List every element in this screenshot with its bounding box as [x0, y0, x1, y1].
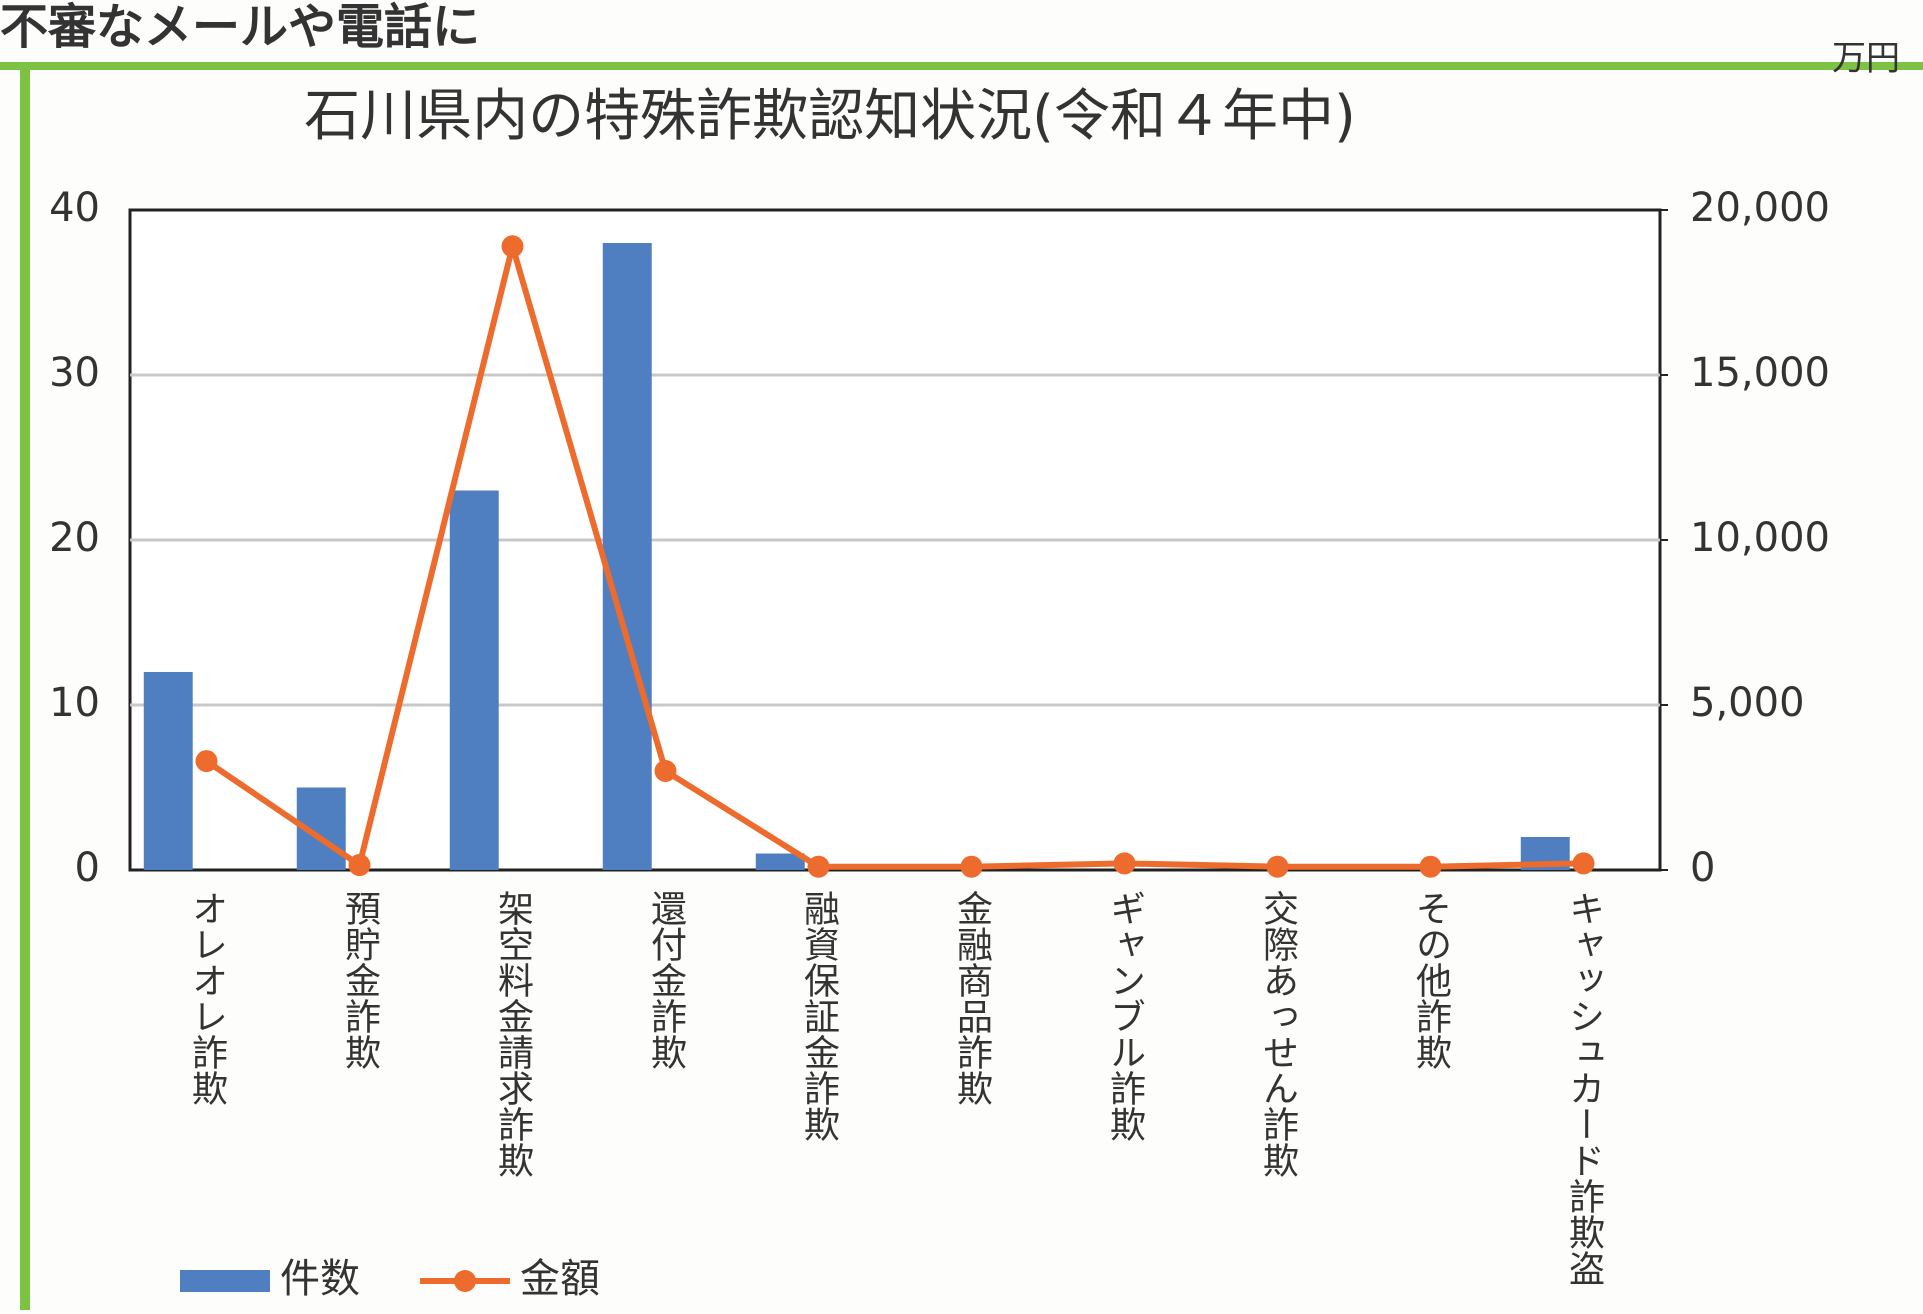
line-marker [1267, 856, 1289, 878]
legend-swatch [454, 1270, 476, 1292]
x-tick-label: 交際あっせん詐欺 [1257, 890, 1298, 1178]
x-tick-label: 還付金詐欺 [645, 890, 686, 1070]
x-tick-label: キャッシュカード詐欺盗 [1563, 890, 1604, 1286]
x-tick-label: 預貯金詐欺 [339, 890, 380, 1070]
y2-tick-label: 20,000 [1690, 185, 1830, 231]
header-rule [0, 62, 1923, 70]
y-tick-label: 10 [49, 680, 100, 726]
legend-swatch [180, 1270, 270, 1292]
line-marker [808, 856, 830, 878]
x-tick-label: オレオレ詐欺 [186, 890, 227, 1106]
bar [603, 243, 652, 870]
x-tick-label: 架空料金請求詐欺 [492, 890, 533, 1178]
y-tick-label: 0 [75, 845, 100, 891]
y-tick-label: 40 [49, 185, 100, 231]
line-marker [349, 854, 371, 876]
y-tick-label: 30 [49, 350, 100, 396]
y2-tick-label: 0 [1690, 845, 1715, 891]
x-tick-label: 融資保証金詐欺 [798, 890, 840, 1142]
header-text: 不審なメールや電話に [0, 0, 480, 55]
y2-tick-label: 10,000 [1690, 515, 1830, 561]
bar [450, 491, 499, 871]
page: {"header": "不審なメールや電話に", "chart_data": {… [0, 0, 1923, 1310]
y2-unit: 万円 [1832, 39, 1900, 79]
y-tick-label: 20 [49, 515, 100, 561]
x-tick-label: ギャンブル詐欺 [1104, 890, 1145, 1142]
chart: 不審なメールや電話に 石川県内の特殊詐欺認知状況(令和４年中) 万円 0 10 20… [0, 0, 1923, 1310]
line-marker [196, 750, 218, 772]
line-marker [1573, 852, 1595, 874]
line-marker [961, 856, 983, 878]
y2-tick-label: 15,000 [1690, 350, 1830, 396]
legend-label: 金額 [520, 1256, 600, 1302]
bar [144, 672, 193, 870]
x-tick-label: その他詐欺 [1410, 890, 1452, 1070]
line-marker [1114, 852, 1136, 874]
legend-label: 件数 [280, 1256, 360, 1302]
x-tick-label: 金融商品詐欺 [951, 890, 992, 1106]
line-marker [1420, 856, 1442, 878]
line-marker [655, 760, 677, 782]
y2-tick-label: 5,000 [1690, 680, 1805, 726]
line-marker [502, 235, 524, 257]
frame-left [20, 70, 30, 1310]
chart-title: 石川県内の特殊詐欺認知状況(令和４年中) [304, 84, 1356, 149]
